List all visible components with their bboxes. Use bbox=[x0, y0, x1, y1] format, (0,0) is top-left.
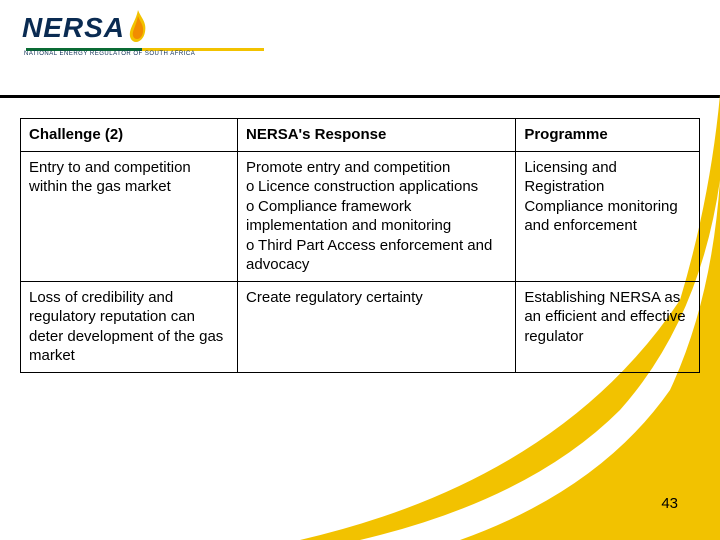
challenge-table: Challenge (2) NERSA's Response Programme… bbox=[20, 118, 700, 373]
page-number: 43 bbox=[661, 495, 678, 512]
flame-icon bbox=[127, 10, 149, 46]
cell-challenge: Loss of credibility and regulatory reput… bbox=[21, 281, 238, 372]
cell-challenge: Entry to and competition within the gas … bbox=[21, 151, 238, 281]
col-header-response: NERSA's Response bbox=[238, 119, 516, 152]
table-row: Loss of credibility and regulatory reput… bbox=[21, 281, 700, 372]
response-bullet: oThird Part Access enforcement and advoc… bbox=[246, 236, 507, 275]
cell-response: Promote entry and competition oLicence c… bbox=[238, 151, 516, 281]
cell-programme: Establishing NERSA as an efficient and e… bbox=[516, 281, 700, 372]
content: Challenge (2) NERSA's Response Programme… bbox=[20, 118, 700, 373]
header: NERSA NATIONAL ENERGY REGULATOR OF SOUTH… bbox=[0, 0, 720, 95]
logo-text: NERSA bbox=[22, 12, 125, 44]
col-header-challenge: Challenge (2) bbox=[21, 119, 238, 152]
top-rule bbox=[0, 95, 720, 98]
table-row: Entry to and competition within the gas … bbox=[21, 151, 700, 281]
col-header-programme: Programme bbox=[516, 119, 700, 152]
response-bullets: oLicence construction applications oComp… bbox=[246, 177, 507, 275]
cell-response: Create regulatory certainty bbox=[238, 281, 516, 372]
response-bullet: oLicence construction applications bbox=[246, 177, 507, 197]
response-lead: Create regulatory certainty bbox=[246, 288, 507, 308]
response-lead: Promote entry and competition bbox=[246, 158, 507, 178]
table-header-row: Challenge (2) NERSA's Response Programme bbox=[21, 119, 700, 152]
logo: NERSA bbox=[22, 10, 720, 46]
response-bullet: oCompliance framework implementation and… bbox=[246, 197, 507, 236]
cell-programme: Licensing and RegistrationCompliance mon… bbox=[516, 151, 700, 281]
logo-subtext: NATIONAL ENERGY REGULATOR OF SOUTH AFRIC… bbox=[24, 51, 720, 57]
